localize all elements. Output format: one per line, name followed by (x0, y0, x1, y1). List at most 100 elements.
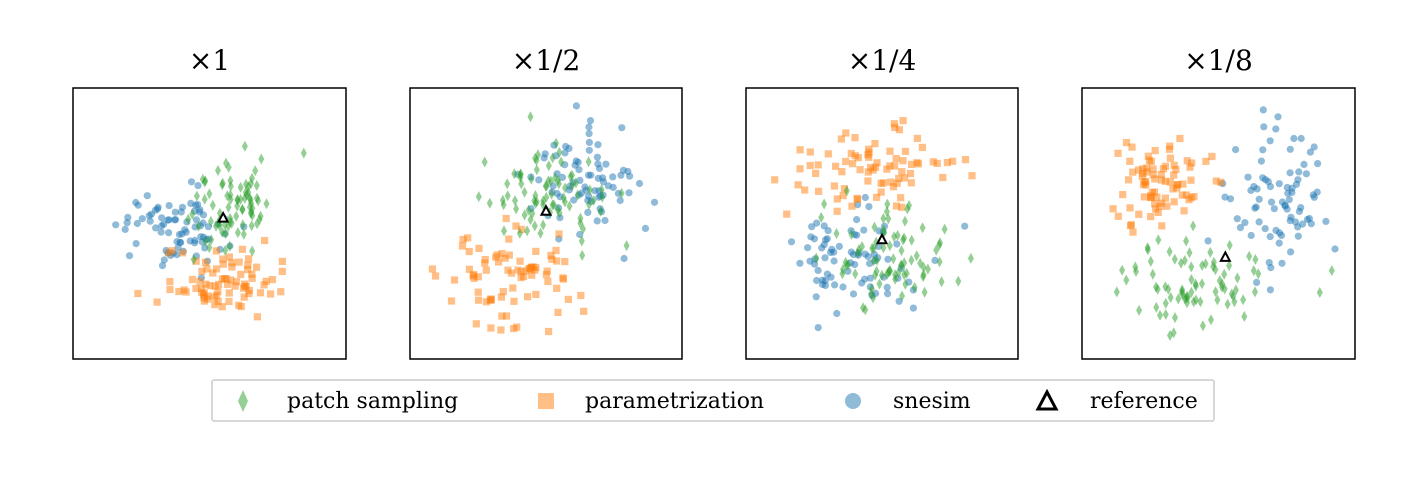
point (248, 220, 255, 232)
point (431, 272, 440, 280)
point (1143, 168, 1151, 176)
point (1149, 165, 1157, 173)
point (244, 261, 252, 269)
point (1163, 202, 1171, 210)
point (209, 269, 217, 277)
point (824, 150, 832, 158)
point (1129, 168, 1137, 176)
point (160, 256, 168, 264)
point (1129, 228, 1137, 236)
point (486, 197, 493, 209)
point (211, 301, 219, 309)
point (860, 226, 868, 234)
point (1183, 157, 1191, 165)
point (528, 271, 536, 279)
legend-item-parametrization: parametrization (538, 389, 764, 414)
point (1197, 296, 1204, 308)
point (499, 288, 507, 296)
point (599, 191, 606, 203)
point (1202, 258, 1209, 270)
point (521, 209, 528, 221)
point (572, 102, 581, 110)
point (866, 274, 875, 282)
point (428, 265, 436, 273)
panel-title: ×1 (189, 44, 230, 77)
series-snesim (787, 193, 969, 332)
point (531, 195, 538, 207)
point (194, 182, 202, 190)
point (641, 224, 650, 232)
point (1259, 106, 1267, 114)
point (771, 176, 779, 184)
point (1151, 147, 1159, 155)
point (901, 147, 910, 155)
point (787, 238, 796, 246)
point (804, 244, 812, 252)
point (620, 254, 628, 263)
point (1247, 231, 1255, 240)
point (903, 267, 910, 279)
point (851, 134, 859, 142)
point (1234, 272, 1241, 284)
point (872, 269, 879, 281)
point (902, 215, 908, 227)
point (1208, 314, 1214, 326)
point (458, 242, 467, 250)
point (1251, 204, 1259, 212)
point (518, 178, 525, 190)
point (209, 199, 216, 211)
point (864, 168, 872, 176)
series-snesim (514, 102, 659, 263)
point (884, 290, 892, 298)
point (112, 221, 120, 229)
point (933, 159, 941, 167)
point (851, 152, 859, 160)
point (823, 270, 832, 278)
panels: ×1 ×1/2 ×1/4 ×1/8 (72, 44, 1356, 360)
point (895, 174, 903, 183)
point (609, 183, 617, 191)
point (1295, 168, 1303, 176)
point (165, 229, 173, 237)
point (891, 231, 898, 243)
point (227, 180, 234, 192)
point (207, 215, 214, 227)
point (1143, 164, 1151, 172)
point (853, 216, 861, 224)
point (278, 257, 286, 265)
point (833, 207, 841, 215)
point (899, 290, 905, 302)
point (810, 235, 819, 243)
legend-item-patch-sampling: patch sampling (238, 389, 458, 414)
point (133, 219, 141, 228)
point (1113, 286, 1120, 298)
point (885, 213, 892, 225)
point (134, 201, 142, 209)
point (1252, 286, 1258, 298)
point (527, 111, 534, 123)
point (1226, 239, 1233, 251)
point (239, 203, 246, 215)
point (234, 200, 241, 212)
point (594, 174, 602, 182)
point (1313, 188, 1321, 196)
point (253, 313, 261, 321)
point (1266, 286, 1274, 294)
point (1170, 171, 1178, 179)
point (852, 268, 859, 280)
point (1212, 264, 1219, 276)
point (200, 289, 208, 297)
point (532, 152, 539, 164)
point (464, 234, 472, 242)
point (1192, 278, 1199, 290)
point (245, 289, 253, 298)
point (801, 186, 809, 194)
point (820, 222, 828, 230)
legend-label-patch-sampling: patch sampling (287, 389, 458, 414)
point (1255, 218, 1263, 226)
point (239, 219, 246, 231)
point (580, 307, 588, 315)
point (215, 165, 221, 176)
point (1328, 265, 1335, 277)
point (586, 184, 593, 196)
